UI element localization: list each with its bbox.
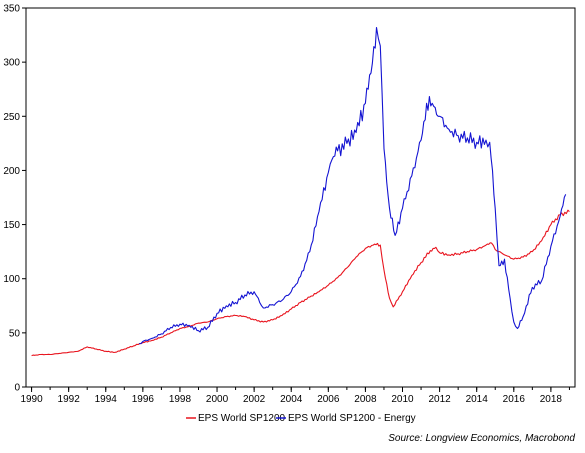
y-tick-label: 250 <box>3 112 20 123</box>
plot-area <box>25 7 576 388</box>
legend: EPS World SP1200 EPS World SP1200 - Energ… <box>186 413 416 424</box>
x-tick-label: 2014 <box>466 394 489 405</box>
x-tick-label: 1994 <box>95 394 118 405</box>
x-tick-label: 2012 <box>428 394 451 405</box>
y-tick-label: 100 <box>3 274 20 285</box>
x-tick-label: 1996 <box>132 394 155 405</box>
x-tick-label: 1998 <box>169 394 192 405</box>
series-line-1 <box>31 209 570 357</box>
source-note: Source: Longview Economics, Macrobond <box>388 433 575 444</box>
x-tick-label: 2018 <box>540 394 563 405</box>
y-tick-label: 0 <box>14 383 20 394</box>
x-tick-label: 2006 <box>317 394 340 405</box>
x-tick-label: 1992 <box>58 394 81 405</box>
y-tick-label: 150 <box>3 220 20 231</box>
x-tick-label: 1990 <box>20 394 43 405</box>
y-axis: 0 50 100 150 200 250 300 350 <box>3 4 26 394</box>
x-tick-label: 2000 <box>206 394 229 405</box>
x-tick-label: 2010 <box>391 394 414 405</box>
series-line-2 <box>139 26 567 345</box>
x-tick-label: 2008 <box>354 394 377 405</box>
x-axis: 1990 1992 1994 1996 1998 2000 2002 2004 2006 2008… <box>20 387 570 405</box>
x-tick-label: 2004 <box>280 394 303 405</box>
y-tick-label: 350 <box>3 4 20 15</box>
x-tick-label: 2016 <box>503 394 526 405</box>
series-layer <box>31 26 570 357</box>
x-tick-label: 2002 <box>243 394 266 405</box>
y-tick-label: 200 <box>3 166 20 177</box>
legend-label: EPS World SP1200 <box>198 413 286 424</box>
y-tick-label: 300 <box>3 58 20 69</box>
legend-label: EPS World SP1200 - Energy <box>288 413 416 424</box>
y-tick-label: 50 <box>9 328 21 339</box>
